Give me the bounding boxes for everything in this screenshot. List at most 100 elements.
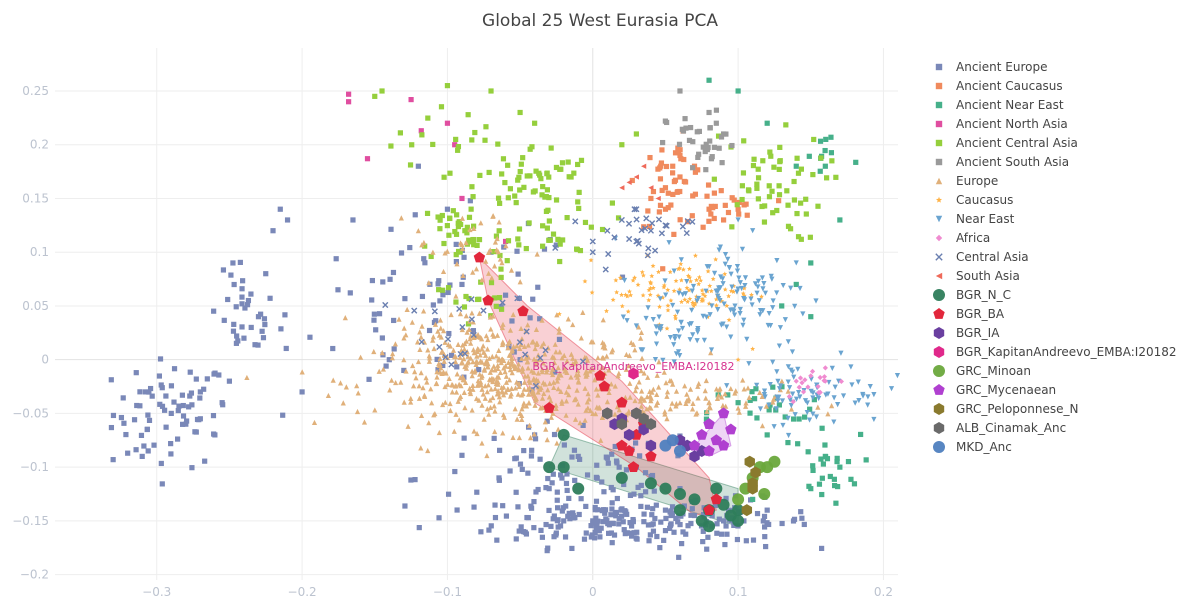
data-point bbox=[642, 470, 649, 476]
data-point bbox=[670, 191, 676, 198]
data-point bbox=[434, 369, 440, 375]
data-point bbox=[514, 342, 520, 349]
data-point bbox=[770, 384, 776, 390]
legend-item-mkd-anc[interactable]: MKD_Anc bbox=[933, 440, 1012, 454]
data-point bbox=[751, 156, 757, 162]
legend-marker bbox=[935, 120, 943, 128]
data-point bbox=[683, 531, 689, 537]
data-point bbox=[638, 403, 644, 409]
data-point bbox=[504, 258, 510, 264]
legend-item-near-east[interactable]: Near East bbox=[935, 212, 1015, 226]
data-point bbox=[647, 154, 653, 161]
data-point bbox=[496, 475, 502, 481]
legend-item-bgr-n-c[interactable]: BGR_N_C bbox=[933, 288, 1011, 302]
data-point bbox=[513, 536, 519, 542]
x-tick-label: 0.2 bbox=[874, 585, 893, 599]
data-point bbox=[703, 418, 715, 430]
data-point bbox=[512, 385, 519, 391]
data-point bbox=[592, 535, 598, 541]
legend-item-ancient-north-asia[interactable]: Ancient North Asia bbox=[935, 117, 1068, 131]
data-point bbox=[684, 285, 690, 291]
data-point bbox=[710, 434, 723, 446]
data-point bbox=[373, 327, 379, 333]
data-point bbox=[431, 308, 438, 315]
legend-item-grc-mycenaean[interactable]: GRC_Mycenaean bbox=[933, 383, 1056, 397]
data-point bbox=[464, 360, 471, 366]
data-point bbox=[592, 377, 598, 383]
data-point bbox=[544, 437, 550, 443]
data-point bbox=[390, 269, 397, 276]
data-point bbox=[703, 288, 709, 294]
data-point bbox=[543, 193, 549, 200]
data-point bbox=[430, 249, 436, 255]
data-point bbox=[815, 383, 821, 390]
legend-item-europe[interactable]: Europe bbox=[935, 174, 998, 188]
data-point bbox=[498, 306, 505, 312]
data-point bbox=[650, 263, 656, 269]
data-point bbox=[672, 336, 678, 342]
legend-item-central-asia[interactable]: Central Asia bbox=[935, 250, 1029, 264]
data-point bbox=[505, 162, 511, 168]
legend-item-ancient-europe[interactable]: Ancient Europe bbox=[935, 60, 1048, 74]
data-point bbox=[489, 367, 495, 373]
data-point bbox=[478, 379, 484, 385]
data-point bbox=[754, 290, 760, 296]
legend-item-alb-cinamak-anc[interactable]: ALB_Cinamak_Anc bbox=[933, 421, 1066, 435]
legend-item-ancient-central-asia[interactable]: Ancient Central Asia bbox=[935, 136, 1078, 150]
data-point bbox=[739, 196, 745, 203]
legend-item-ancient-caucasus[interactable]: Ancient Caucasus bbox=[935, 79, 1063, 93]
data-point bbox=[521, 343, 528, 349]
legend-item-caucasus[interactable]: Caucasus bbox=[935, 193, 1013, 207]
data-point bbox=[473, 266, 480, 272]
legend-item-ancient-near-east[interactable]: Ancient Near East bbox=[935, 98, 1064, 112]
data-point bbox=[521, 379, 528, 385]
data-point bbox=[747, 410, 753, 416]
legend-item-grc-peloponnese-n[interactable]: GRC_Peloponnese_N bbox=[933, 402, 1079, 416]
legend-label: BGR_IA bbox=[956, 326, 1000, 340]
data-point bbox=[755, 166, 761, 172]
data-point bbox=[495, 365, 501, 372]
data-point bbox=[835, 402, 841, 408]
data-point bbox=[478, 334, 484, 340]
data-point bbox=[720, 131, 727, 137]
data-point bbox=[463, 338, 470, 344]
legend-item-bgr-ba[interactable]: BGR_BA bbox=[933, 307, 1005, 321]
legend-item-ancient-south-asia[interactable]: Ancient South Asia bbox=[935, 155, 1069, 169]
data-point bbox=[477, 352, 483, 358]
mkd-anc-series bbox=[659, 434, 686, 458]
data-point bbox=[512, 406, 518, 412]
data-point bbox=[444, 206, 451, 212]
data-point bbox=[739, 183, 745, 189]
data-point bbox=[556, 329, 562, 335]
data-point bbox=[690, 300, 696, 306]
data-point bbox=[445, 285, 452, 291]
legend-item-bgr-ia[interactable]: BGR_IA bbox=[933, 326, 1000, 340]
data-point bbox=[509, 358, 515, 364]
legend[interactable]: Ancient Europe Ancient Caucasus Ancient Ne… bbox=[933, 60, 1177, 454]
data-point bbox=[741, 504, 753, 517]
data-point bbox=[636, 324, 642, 330]
data-point bbox=[670, 163, 676, 169]
data-point bbox=[793, 281, 799, 288]
data-point bbox=[553, 530, 559, 536]
data-point bbox=[645, 418, 657, 431]
data-point bbox=[176, 403, 182, 409]
data-point bbox=[776, 192, 783, 198]
legend-marker bbox=[935, 215, 943, 223]
data-point bbox=[442, 250, 448, 256]
legend-item-africa[interactable]: Africa bbox=[935, 231, 990, 245]
data-point bbox=[496, 219, 502, 225]
data-point bbox=[587, 368, 593, 374]
data-point bbox=[689, 288, 695, 294]
data-point bbox=[816, 389, 822, 396]
data-point bbox=[678, 320, 684, 326]
data-point bbox=[610, 520, 616, 526]
data-point bbox=[212, 432, 218, 438]
legend-item-south-asia[interactable]: South Asia bbox=[935, 269, 1020, 283]
data-point bbox=[524, 173, 530, 179]
legend-item-bgr-kapitanandreevo-emba-i20182[interactable]: BGR_KapitanAndreevo_EMBA:I20182 bbox=[933, 345, 1177, 359]
data-point bbox=[144, 426, 150, 432]
data-point bbox=[483, 258, 489, 264]
legend-marker bbox=[935, 63, 943, 71]
legend-item-grc-minoan[interactable]: GRC_Minoan bbox=[933, 364, 1031, 378]
